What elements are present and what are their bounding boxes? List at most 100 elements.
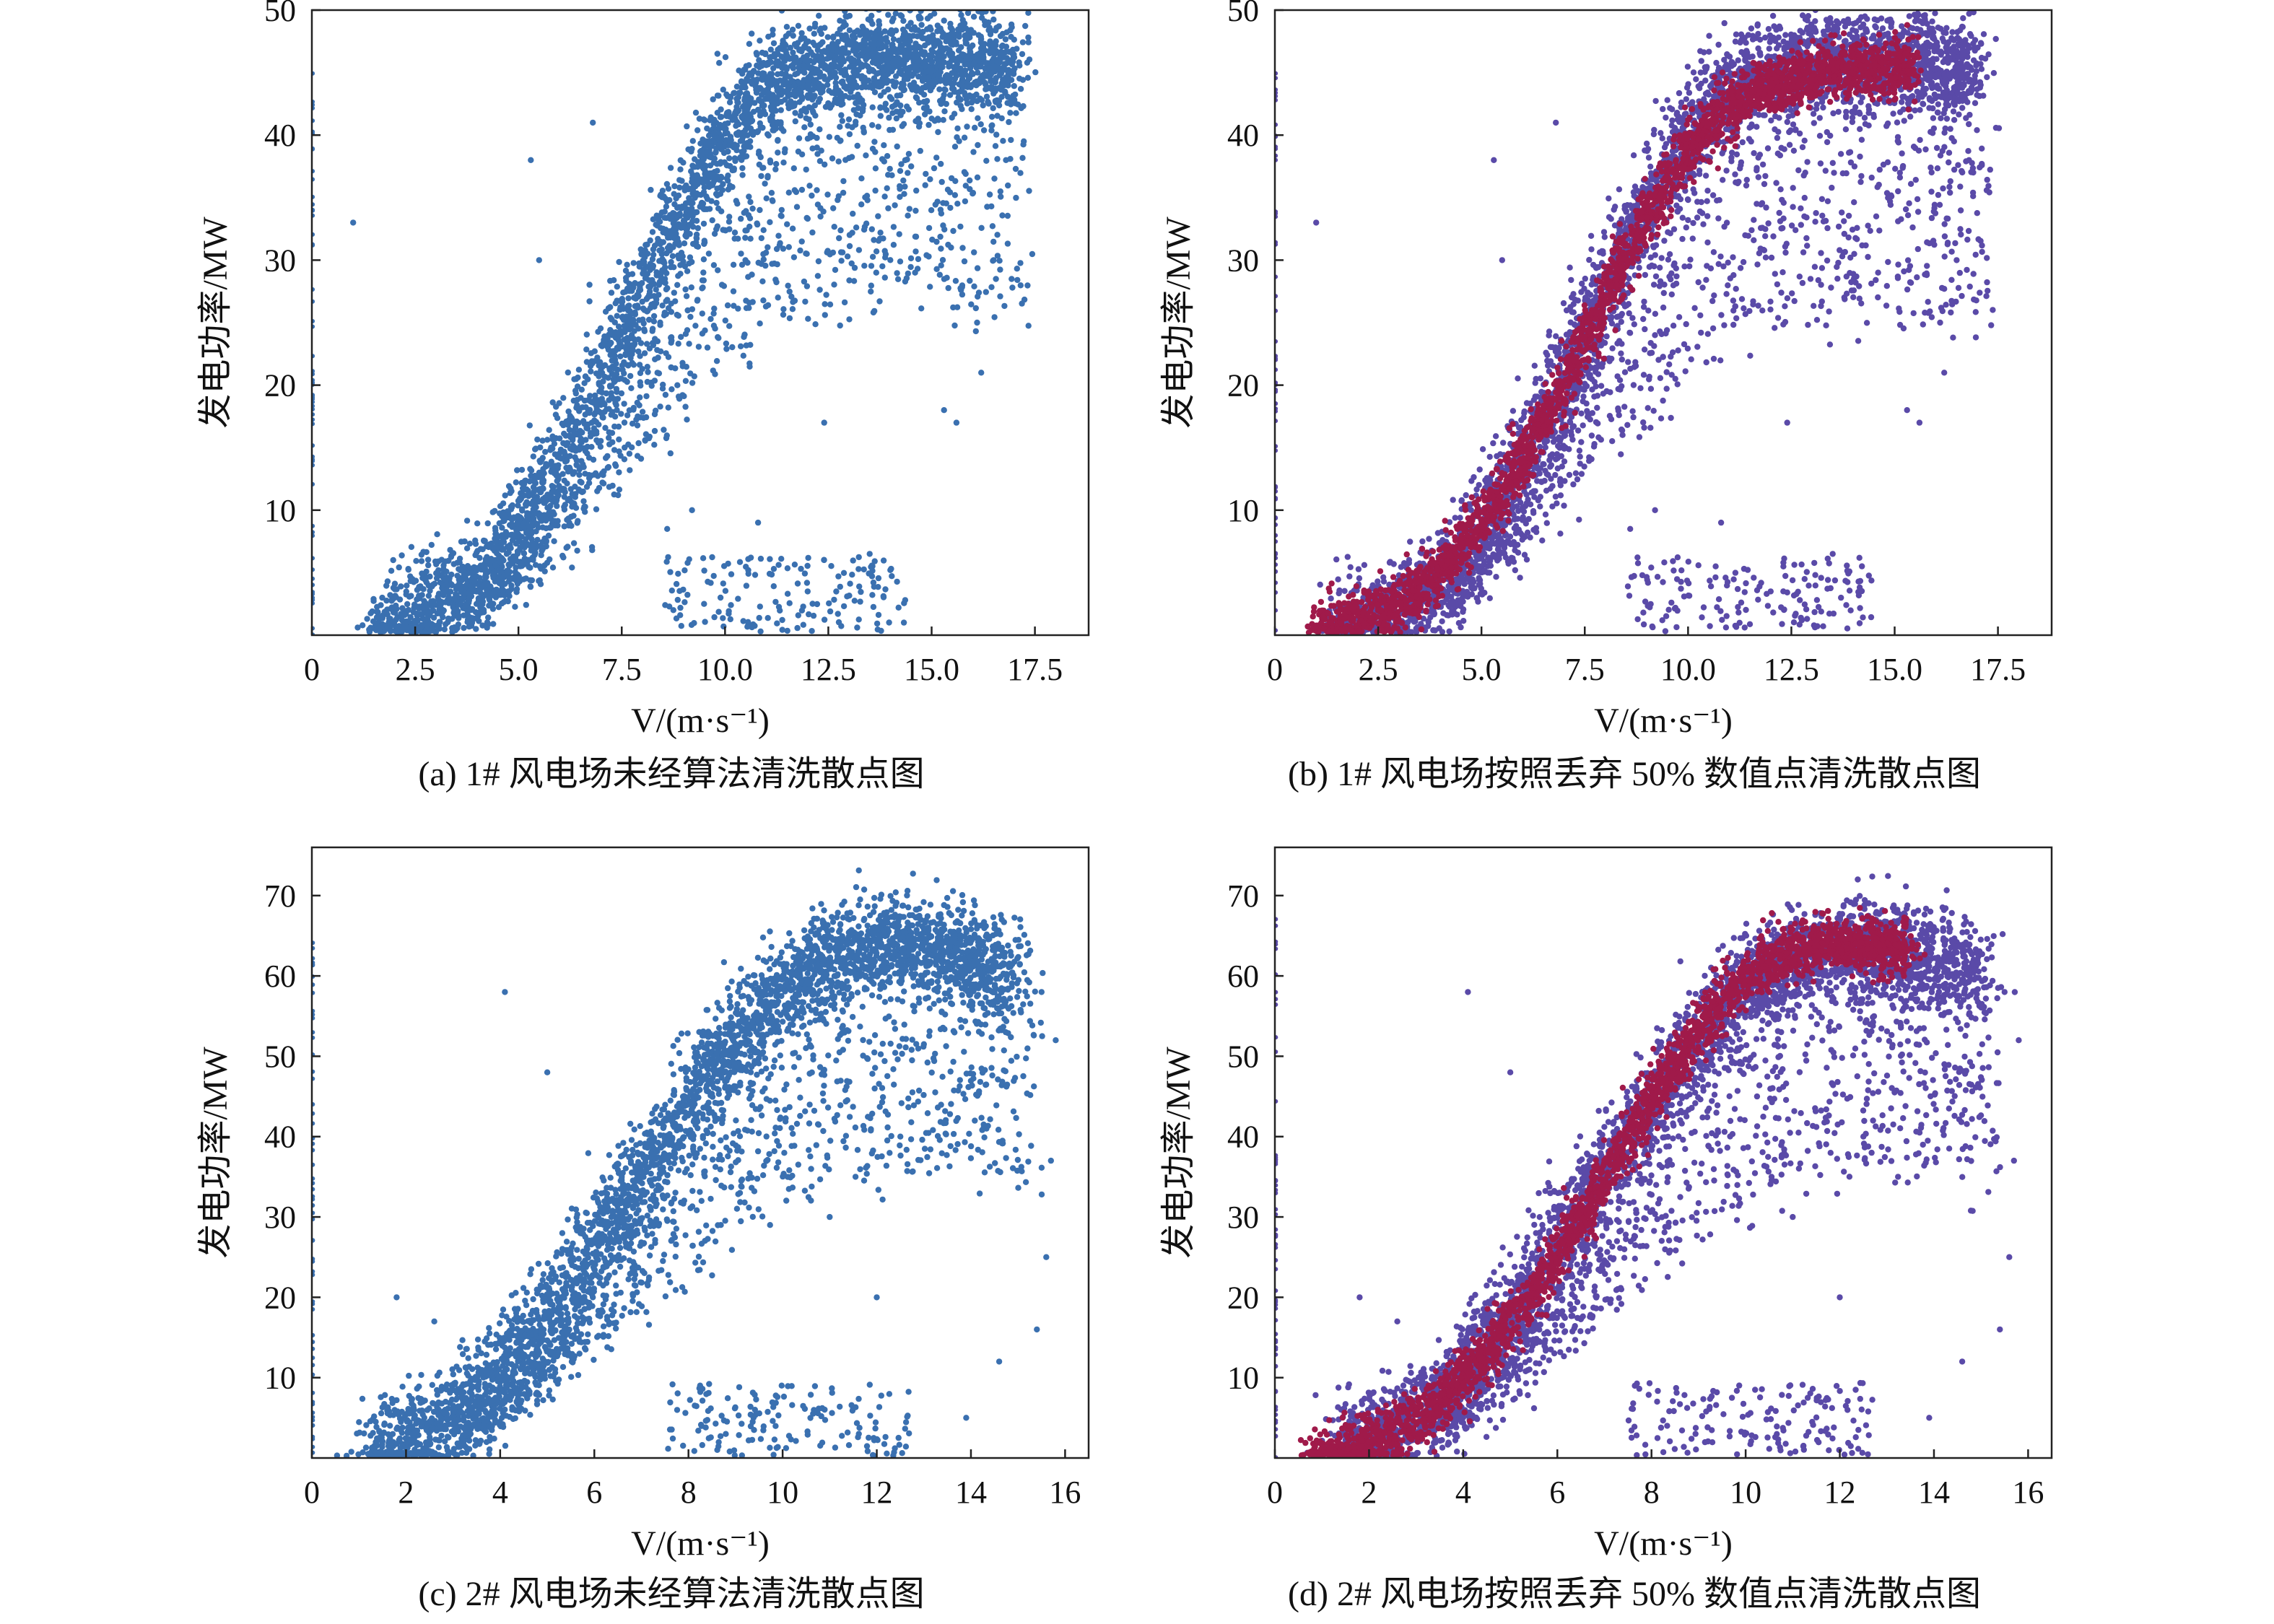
data-point <box>663 204 670 210</box>
data-point <box>987 31 994 38</box>
data-point <box>672 298 679 305</box>
data-point <box>350 219 357 226</box>
data-point <box>429 603 435 609</box>
data-point <box>983 93 990 100</box>
data-point <box>907 263 914 271</box>
data-point <box>754 62 760 69</box>
data-point <box>823 292 829 298</box>
data-point <box>689 258 695 266</box>
data-point <box>645 277 653 284</box>
data-point <box>550 484 557 490</box>
data-point <box>855 66 862 73</box>
data-point <box>775 562 782 568</box>
data-point <box>576 405 583 411</box>
data-point <box>621 323 627 329</box>
data-point <box>637 383 644 389</box>
data-point <box>902 51 908 58</box>
data-point <box>925 224 933 232</box>
data-point <box>885 205 892 211</box>
data-point <box>871 89 879 95</box>
data-point <box>941 92 947 98</box>
data-point <box>754 77 761 83</box>
data-point <box>483 569 489 576</box>
data-point <box>560 440 567 447</box>
data-point <box>846 277 853 284</box>
data-point <box>892 202 898 209</box>
data-point <box>824 56 830 62</box>
data-point <box>604 453 611 460</box>
data-point <box>824 191 831 198</box>
data-point <box>1012 100 1019 107</box>
data-point <box>702 138 710 144</box>
data-point <box>608 411 614 418</box>
data-point <box>484 543 490 550</box>
data-point <box>427 588 433 594</box>
panel-a: 0 2.5 5.0 7.5 10.0 12.5 15.0 17.51020304050V/(m… <box>196 0 1090 793</box>
data-point <box>648 301 655 308</box>
data-point <box>569 491 575 497</box>
data-point <box>870 603 877 611</box>
data-point <box>736 90 743 96</box>
data-point <box>674 281 681 288</box>
data-point <box>671 218 677 224</box>
data-point <box>726 608 732 614</box>
data-point <box>725 148 731 155</box>
data-point <box>428 541 435 549</box>
data-point <box>671 210 677 217</box>
data-point <box>1019 154 1026 161</box>
data-point <box>529 523 536 529</box>
data-point <box>540 485 546 492</box>
data-point <box>629 420 636 427</box>
data-point <box>901 87 908 93</box>
data-point <box>788 293 795 300</box>
data-point <box>682 232 689 239</box>
data-point <box>905 170 911 176</box>
data-point <box>657 319 663 326</box>
data-point <box>966 92 973 99</box>
data-point <box>1005 70 1012 77</box>
data-point <box>617 453 624 459</box>
data-point <box>649 340 656 346</box>
data-point <box>905 106 912 113</box>
data-point <box>1567 264 1573 271</box>
data-point <box>907 10 914 12</box>
data-point <box>422 629 429 635</box>
data-point <box>855 616 862 623</box>
data-point <box>600 399 606 406</box>
data-point <box>1419 538 1426 545</box>
data-point <box>1025 34 1032 41</box>
data-point <box>878 38 884 44</box>
data-point <box>667 234 674 241</box>
data-point <box>709 116 715 123</box>
data-point <box>916 100 923 106</box>
data-point <box>815 258 822 265</box>
data-point <box>997 52 1003 59</box>
data-point <box>959 245 966 251</box>
data-point <box>443 621 449 628</box>
data-point <box>664 245 671 251</box>
data-point <box>497 510 503 517</box>
data-point <box>645 369 651 375</box>
data-point <box>821 48 828 54</box>
data-point <box>512 569 518 575</box>
data-point <box>803 115 809 121</box>
data-point <box>952 66 959 72</box>
data-point <box>779 61 785 67</box>
data-point <box>909 73 915 79</box>
data-point <box>629 271 636 277</box>
data-point <box>997 188 1004 195</box>
data-point <box>689 138 696 144</box>
data-point <box>931 43 938 50</box>
data-point <box>913 187 920 194</box>
data-point <box>1009 284 1016 291</box>
data-point <box>798 94 806 100</box>
data-point <box>542 448 549 455</box>
data-point <box>1723 167 1730 174</box>
data-point <box>554 518 561 524</box>
data-point <box>760 227 767 233</box>
data-point <box>988 123 995 129</box>
data-point <box>854 46 861 53</box>
data-point <box>845 37 852 44</box>
data-point <box>746 138 754 144</box>
data-point <box>692 156 698 162</box>
